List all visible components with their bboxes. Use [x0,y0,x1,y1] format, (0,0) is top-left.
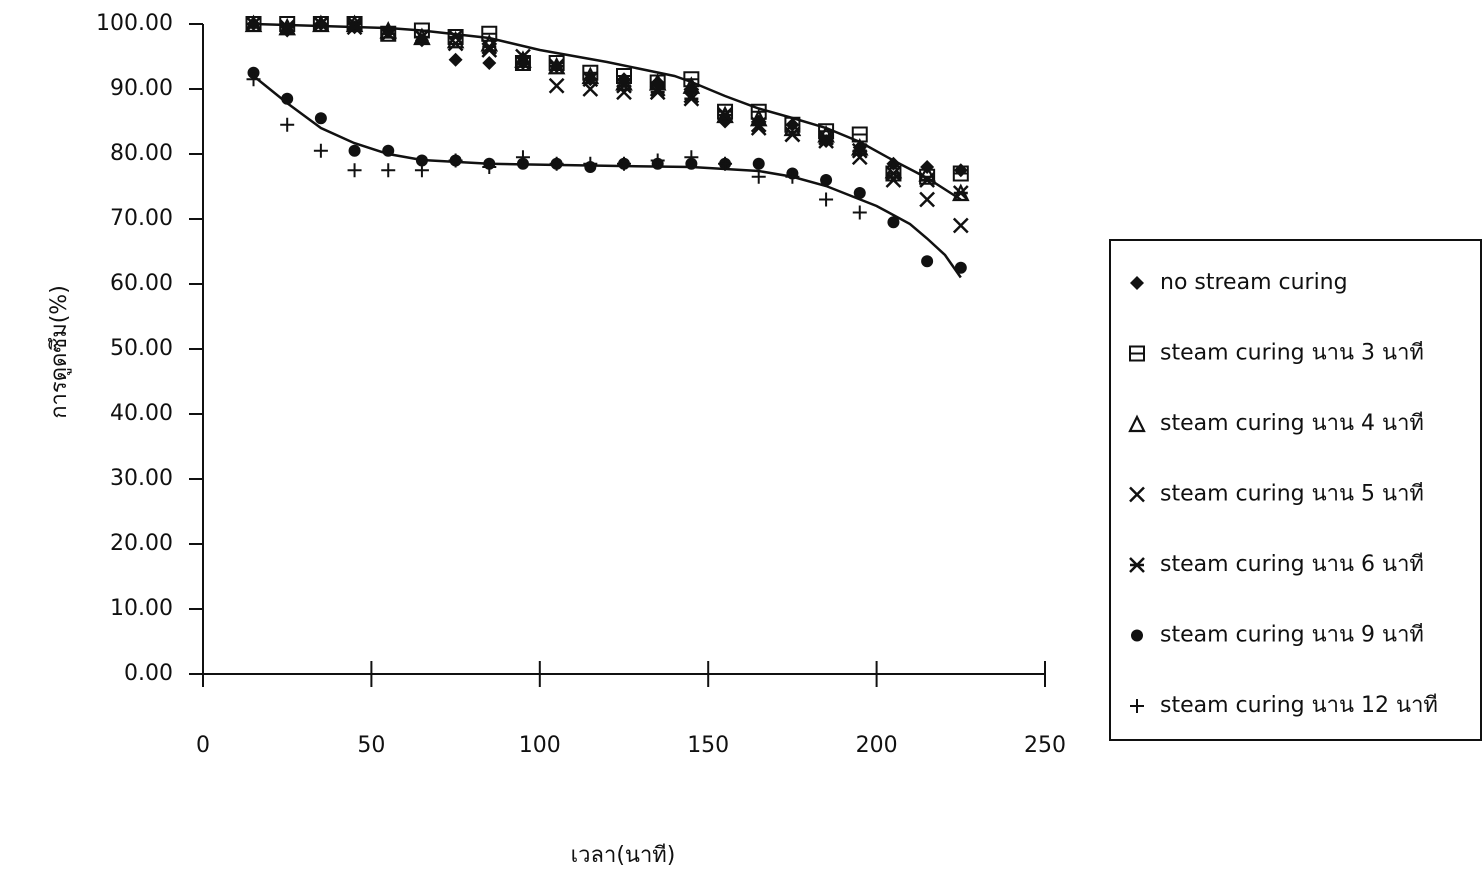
marker-shape [348,163,362,177]
data-point [349,145,361,157]
x-tick-label: 250 [1024,733,1066,758]
data-point [449,53,463,67]
x-tick-label: 200 [856,733,898,758]
x-tick-label: 150 [687,733,729,758]
y-tick-label: 0.00 [124,661,173,686]
legend-marker [1130,347,1144,361]
y-tick-label: 100.00 [96,11,173,36]
data-point [921,255,933,267]
marker-shape [887,216,899,228]
data-point [415,163,429,177]
x-tick-label: 50 [357,733,385,758]
marker-shape [550,79,564,93]
data-point [954,219,968,233]
y-tick-label: 70.00 [110,206,173,231]
trend-line [254,24,961,200]
marker-shape [854,187,866,199]
marker-shape [1130,488,1144,502]
y-tick-label: 80.00 [110,141,173,166]
marker-shape [449,53,463,67]
legend-label: steam curing นาน 4 นาที [1160,411,1424,436]
legend-marker [1130,276,1144,290]
trend-line [254,76,961,278]
marker-shape [1130,558,1144,572]
data-point [954,163,968,177]
marker-shape [1131,630,1143,642]
y-tick-label: 10.00 [110,596,173,621]
legend-label: no stream curing [1160,270,1348,295]
marker-shape [819,193,833,207]
data-point [920,173,934,187]
data-point [382,145,394,157]
marker-shape [382,145,394,157]
data-point [314,144,328,158]
marker-shape [550,157,564,171]
x-tick-label: 0 [196,733,210,758]
legend-label: steam curing นาน 12 นาที [1160,693,1438,718]
data-point [853,206,867,220]
marker-shape [381,163,395,177]
legend-marker [1130,488,1144,502]
marker-shape [617,157,631,171]
data-point [281,93,293,105]
legend-label: steam curing นาน 9 นาที [1160,623,1424,648]
data-point [280,118,294,132]
data-point [819,193,833,207]
y-tick-label: 50.00 [110,336,173,361]
marker-shape [449,154,463,168]
data-point [887,216,899,228]
data-point [753,158,765,170]
marker-shape [954,219,968,233]
data-point [920,193,934,207]
marker-shape [280,118,294,132]
x-axis-label: เวลา(นาที) [571,843,676,868]
y-tick-label: 20.00 [110,531,173,556]
legend-label: steam curing นาน 5 นาที [1160,482,1424,507]
legend-marker [1130,699,1144,713]
y-tick-label: 60.00 [110,271,173,296]
data-point [550,79,564,93]
marker-shape [314,144,328,158]
marker-shape [853,206,867,220]
y-tick-label: 90.00 [110,76,173,101]
marker-shape [820,174,832,186]
marker-shape [955,262,967,274]
marker-shape [920,173,934,187]
data-point [617,157,631,171]
y-tick-label: 40.00 [110,401,173,426]
legend-label: steam curing นาน 6 นาที [1160,552,1424,577]
data-point [315,112,327,124]
marker-shape [1130,417,1144,431]
chart: การดูดซึม(%) เวลา(นาที) 0.00 10.00 20.00 30… [0,0,1482,871]
marker-shape [920,193,934,207]
legend-marker [1130,417,1144,431]
marker-shape [315,112,327,124]
y-tick-label: 30.00 [110,466,173,491]
data-point [820,174,832,186]
legend-marker [1131,630,1143,642]
marker-shape [921,255,933,267]
marker-shape [281,93,293,105]
data-point [482,56,496,70]
marker-shape [482,56,496,70]
marker-shape [349,145,361,157]
y-axis-label: การดูดซึม(%) [47,285,72,419]
marker-shape [415,163,429,177]
marker-shape [1130,699,1144,713]
marker-shape [954,163,968,177]
data-point [955,262,967,274]
x-tick-label: 100 [519,733,561,758]
data-point [854,187,866,199]
marker-shape [1130,276,1144,290]
data-point [550,157,564,171]
data-point [449,154,463,168]
legend-label: steam curing นาน 3 นาที [1160,341,1424,366]
legend-marker [1130,558,1144,572]
data-point [348,163,362,177]
marker-shape [753,158,765,170]
data-point [381,163,395,177]
